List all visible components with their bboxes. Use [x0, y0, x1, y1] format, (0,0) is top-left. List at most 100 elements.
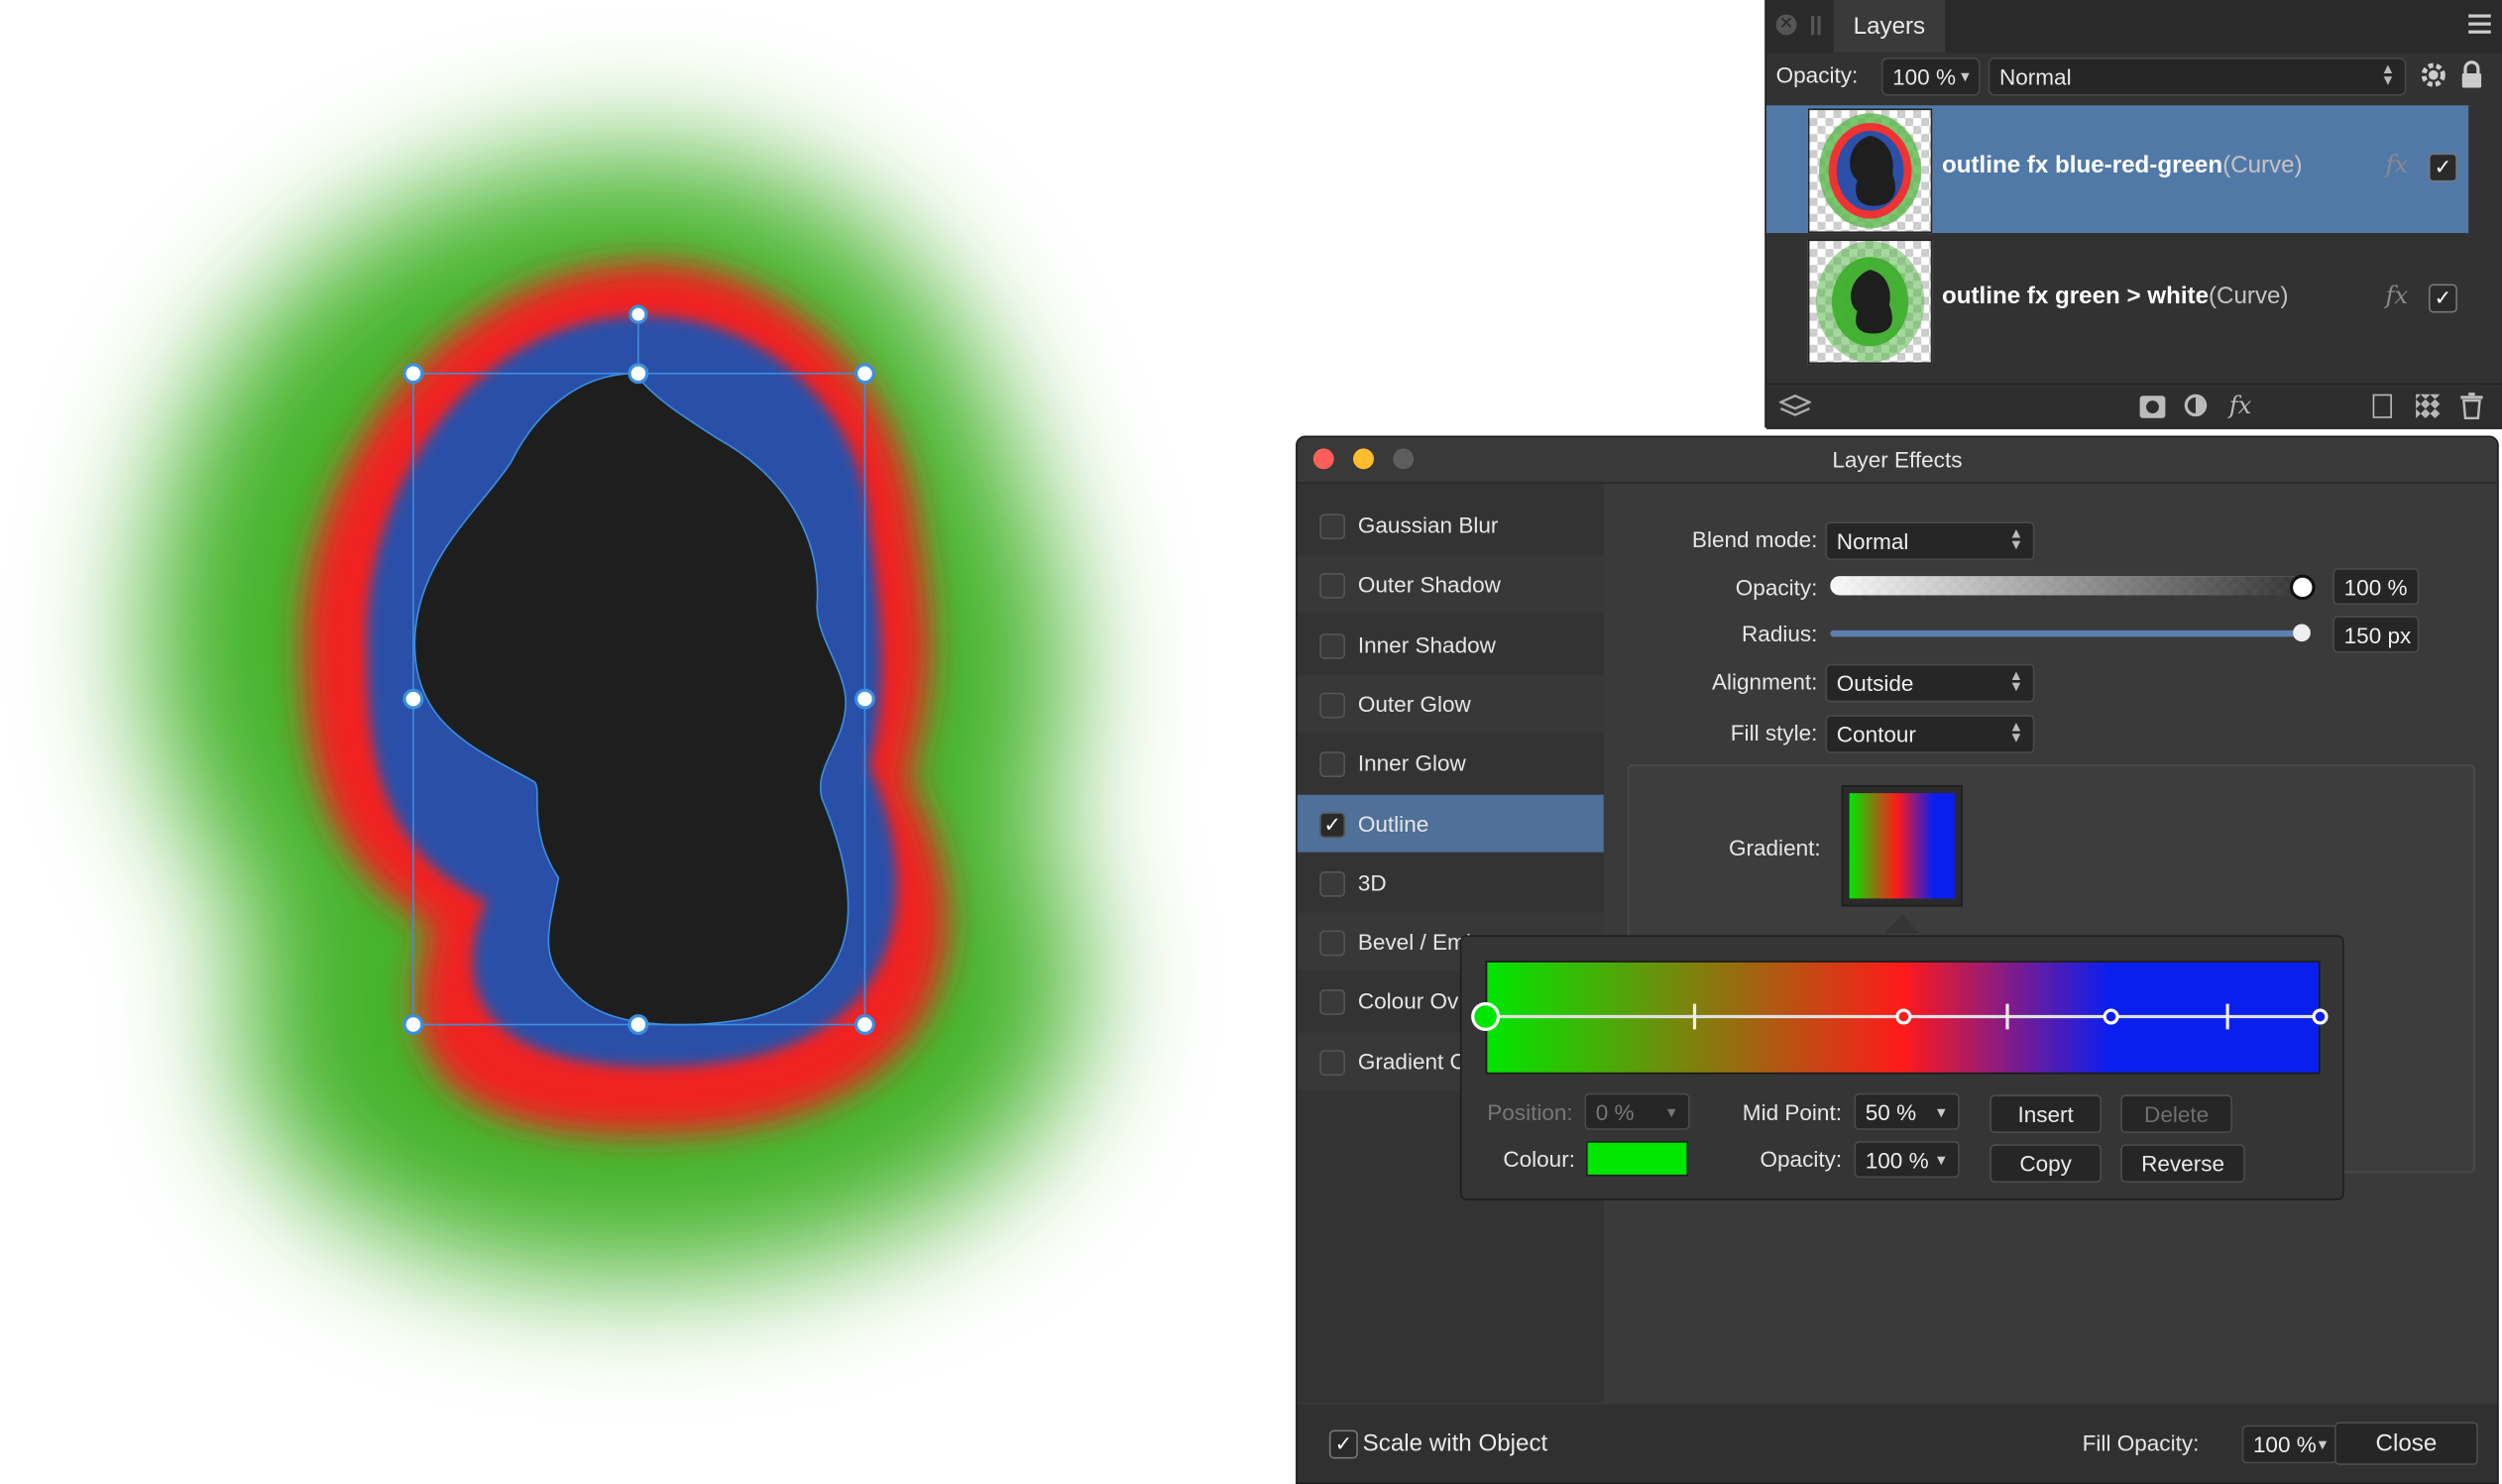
gradient-midpoint-marker[interactable]: [2005, 1003, 2009, 1030]
effect-checkbox[interactable]: [1319, 870, 1345, 897]
layer-row[interactable]: outline fx green > white(Curve) fx ✓: [1766, 236, 2468, 365]
gradient-stop[interactable]: [1894, 1008, 1911, 1025]
close-button[interactable]: Close: [2333, 1422, 2478, 1465]
zoom-window-icon[interactable]: [1393, 448, 1415, 470]
minimize-window-icon[interactable]: [1353, 448, 1374, 470]
gradient-swatch[interactable]: [1841, 785, 1963, 907]
effect-checkbox[interactable]: [1319, 930, 1345, 957]
stop-opacity-field[interactable]: 100 % ▼: [1854, 1141, 1960, 1179]
popover-pointer: [1884, 914, 1920, 934]
gradient-midpoint-marker[interactable]: [2226, 1003, 2230, 1030]
opacity-slider[interactable]: [1830, 576, 2303, 596]
opacity-value-field[interactable]: 100 %: [2332, 568, 2420, 606]
fill-opacity-value: 100 %: [2252, 1431, 2317, 1457]
alignment-value: Outside: [1836, 670, 1914, 696]
fx-icon[interactable]: fx: [2228, 391, 2252, 420]
colour-swatch[interactable]: [1586, 1141, 1689, 1177]
effect-checkbox[interactable]: [1319, 1049, 1345, 1076]
lock-icon[interactable]: [2460, 60, 2483, 89]
gear-icon[interactable]: [2419, 60, 2447, 89]
adjustment-icon[interactable]: [2184, 394, 2208, 417]
fill-style-select[interactable]: Contour ▲ ▼: [1825, 715, 2035, 753]
effect-checkbox[interactable]: [1319, 632, 1345, 659]
effect-item[interactable]: ✓ Outline: [1297, 793, 1604, 852]
effect-item[interactable]: Inner Shadow: [1298, 616, 1604, 673]
group-icon[interactable]: [2416, 394, 2441, 418]
opacity-value: 100 %: [2343, 574, 2408, 601]
position-field[interactable]: 0 % ▼: [1584, 1092, 1690, 1130]
effect-item[interactable]: Colour Ov: [1298, 972, 1604, 1030]
effect-checkbox[interactable]: [1319, 573, 1345, 600]
blend-mode-select[interactable]: Normal ▲ ▼: [1825, 521, 2035, 561]
trash-icon[interactable]: [2460, 393, 2483, 427]
effect-item[interactable]: Outer Glow: [1297, 674, 1604, 733]
selection-handle[interactable]: [853, 1014, 875, 1036]
close-panel-icon[interactable]: ✕: [1775, 14, 1797, 36]
gradient-stop[interactable]: [2103, 1008, 2120, 1025]
midpoint-field[interactable]: 50 % ▼: [1854, 1092, 1960, 1130]
selection-handle[interactable]: [853, 363, 875, 385]
scale-with-object-label[interactable]: Scale with Object: [1362, 1429, 1548, 1457]
layer-type-text: (Curve): [2209, 282, 2289, 310]
gradient-midpoint-marker[interactable]: [1692, 1003, 1696, 1030]
layers-opacity-label: Opacity:: [1775, 61, 1859, 88]
new-layer-icon[interactable]: [2372, 394, 2392, 418]
selection-handle[interactable]: [628, 304, 648, 324]
mask-icon[interactable]: [2139, 396, 2166, 418]
effect-item[interactable]: Inner Glow: [1298, 735, 1604, 792]
radius-slider[interactable]: [1830, 629, 2303, 637]
layer-name-text: outline fx blue-red-green: [1942, 151, 2223, 179]
reverse-button[interactable]: Reverse: [2120, 1144, 2245, 1183]
stop-opacity-label: Opacity:: [1760, 1145, 1843, 1172]
layers-blend-mode-select[interactable]: Normal ▲ ▼: [1988, 57, 2407, 96]
fill-opacity-field[interactable]: 100 % ▼: [2241, 1425, 2338, 1464]
alignment-select[interactable]: Outside ▲ ▼: [1825, 663, 2035, 703]
radius-slider-thumb[interactable]: [2293, 624, 2311, 642]
close-window-icon[interactable]: [1312, 448, 1334, 470]
selection-handle[interactable]: [402, 1014, 424, 1036]
layer-name[interactable]: outline fx green > white(Curve): [1942, 283, 2289, 309]
layer-name[interactable]: outline fx blue-red-green(Curve): [1942, 152, 2303, 178]
gradient-stop[interactable]: [2312, 1008, 2329, 1025]
radius-value-field[interactable]: 150 px: [2332, 616, 2420, 653]
selection-handle[interactable]: [402, 688, 424, 710]
selection-handle[interactable]: [402, 363, 424, 385]
selection-handle[interactable]: [853, 688, 875, 710]
copy-button[interactable]: Copy: [1990, 1144, 2102, 1183]
grip-icon[interactable]: [1811, 16, 1821, 36]
effect-item[interactable]: 3D: [1298, 854, 1604, 911]
layers-opacity-field[interactable]: 100 % ▼: [1880, 57, 1981, 96]
gradient-stop[interactable]: [1471, 1002, 1501, 1031]
delete-button[interactable]: Delete: [2120, 1094, 2232, 1134]
layer-stack-icon[interactable]: [1777, 394, 1813, 428]
layer-visibility-checkbox[interactable]: ✓: [2428, 153, 2457, 182]
effect-checkbox[interactable]: [1319, 514, 1345, 540]
layer-row[interactable]: outline fx blue-red-green(Curve) fx ✓: [1765, 105, 2469, 234]
gradient-label: Gradient:: [1728, 834, 1821, 860]
hamburger-menu-icon[interactable]: [2468, 14, 2491, 34]
layers-tab-title[interactable]: Layers: [1833, 0, 1946, 54]
dropdown-arrow-icon: ▼: [1664, 1104, 1679, 1121]
layer-name-text: outline fx green > white: [1942, 282, 2210, 310]
effect-item[interactable]: Gaussian Blur: [1298, 497, 1604, 554]
effect-item[interactable]: Outer Shadow: [1297, 555, 1604, 614]
effect-checkbox[interactable]: [1319, 692, 1345, 719]
scale-with-object-checkbox[interactable]: ✓: [1328, 1429, 1358, 1459]
layer-fx-icon[interactable]: fx: [2385, 150, 2409, 179]
layer-thumbnail: [1807, 239, 1933, 365]
dialog-titlebar: Layer Effects: [1297, 437, 2498, 484]
insert-button[interactable]: Insert: [1990, 1094, 2102, 1134]
effect-checkbox[interactable]: [1319, 989, 1345, 1016]
canvas-artwork[interactable]: [0, 0, 1277, 1481]
selection-handle[interactable]: [627, 1014, 649, 1036]
layers-tab-bar: ✕ Layers: [1765, 0, 2502, 54]
effect-checkbox[interactable]: ✓: [1319, 811, 1345, 838]
fill-opacity-label: Fill Opacity:: [2082, 1429, 2200, 1456]
layer-visibility-checkbox[interactable]: ✓: [2428, 284, 2457, 313]
opacity-slider-thumb[interactable]: [2289, 574, 2316, 601]
selection-handle[interactable]: [627, 363, 649, 385]
layer-type-text: (Curve): [2222, 151, 2303, 179]
effect-checkbox[interactable]: [1319, 751, 1345, 778]
dialog-footer: ✓ Scale with Object Fill Opacity: 100 % …: [1297, 1404, 2498, 1483]
layer-fx-icon[interactable]: fx: [2385, 281, 2409, 310]
